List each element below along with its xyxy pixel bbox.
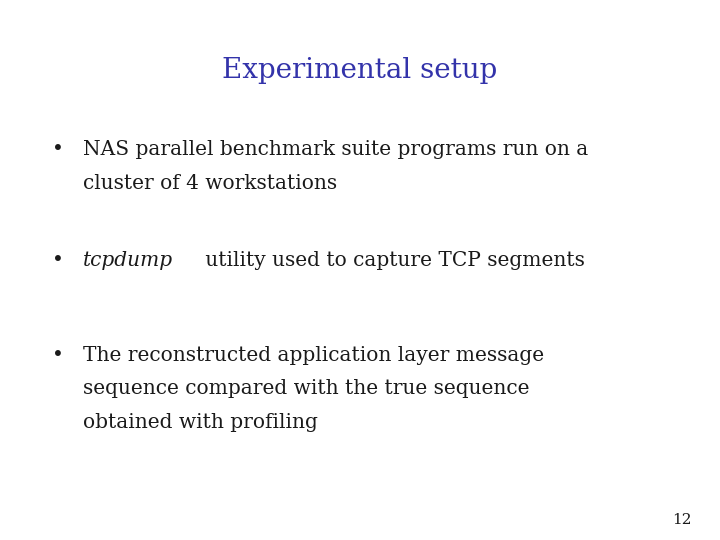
Text: utility used to capture TCP segments: utility used to capture TCP segments <box>199 251 585 270</box>
Text: •: • <box>52 140 63 159</box>
Text: •: • <box>52 251 63 270</box>
Text: sequence compared with the true sequence: sequence compared with the true sequence <box>83 379 529 398</box>
Text: The reconstructed application layer message: The reconstructed application layer mess… <box>83 346 544 365</box>
Text: 12: 12 <box>672 512 691 526</box>
Text: NAS parallel benchmark suite programs run on a: NAS parallel benchmark suite programs ru… <box>83 140 588 159</box>
Text: cluster of 4 workstations: cluster of 4 workstations <box>83 174 337 193</box>
Text: tcpdump: tcpdump <box>83 251 173 270</box>
Text: obtained with profiling: obtained with profiling <box>83 413 318 431</box>
Text: Experimental setup: Experimental setup <box>222 57 498 84</box>
Text: •: • <box>52 346 63 365</box>
